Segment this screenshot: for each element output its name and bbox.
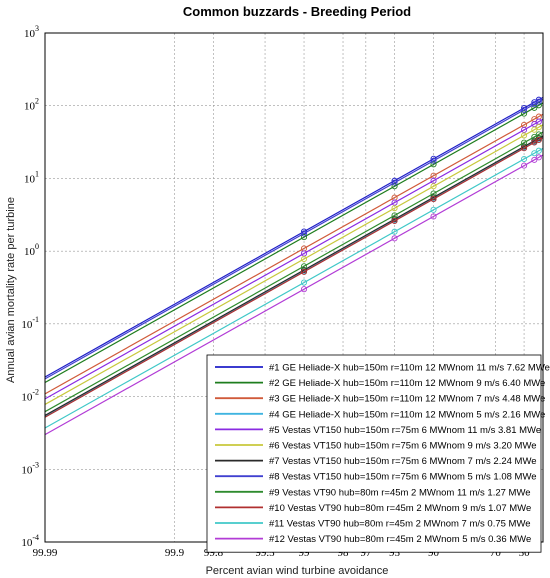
data-point: [531, 139, 538, 146]
series-line: [44, 124, 544, 405]
data-point: [430, 157, 437, 164]
legend-entry: #5 Vestas VT150 hub=150m r=75m 6 MWnom 1…: [269, 425, 541, 436]
series-8: [44, 98, 544, 380]
legend-entry: #8 Vestas VT150 hub=150m r=75m 6 MWnom 5…: [269, 472, 537, 483]
y-tick-label: 101: [24, 169, 39, 185]
data-point: [391, 179, 398, 186]
data-point: [535, 98, 542, 105]
series-layer: [44, 96, 544, 436]
series-line: [44, 98, 544, 380]
data-point: [430, 213, 437, 220]
y-tick-label: 10-2: [21, 388, 39, 404]
data-point: [521, 106, 528, 113]
legend: #1 GE Heliade-X hub=150m r=110m 12 MWnom…: [206, 354, 550, 553]
data-point: [535, 136, 542, 144]
data-point: [300, 230, 308, 237]
legend-entry: #4 GE Heliade-X hub=150m r=110m 12 MWnom…: [269, 409, 545, 420]
legend-box: [206, 354, 542, 553]
legend-entry: #1 GE Heliade-X hub=150m r=110m 12 MWnom…: [269, 363, 550, 374]
data-point: [535, 147, 542, 154]
data-point: [531, 156, 538, 163]
legend-entry: #9 Vestas VT90 hub=80m r=45m 2 MWnom 11 …: [269, 487, 531, 498]
series-line: [44, 96, 544, 378]
y-tick-label: 100: [24, 242, 39, 258]
data-point: [300, 234, 308, 241]
y-axis-label: Annual avian mortality rate per turbine: [5, 197, 17, 383]
data-point: [521, 155, 528, 163]
series-10: [44, 136, 544, 418]
x-axis-label: Percent avian wind turbine avoidance: [206, 565, 389, 577]
data-point: [300, 286, 308, 293]
series-line: [44, 113, 544, 395]
data-point: [300, 279, 308, 286]
data-point: [531, 101, 538, 108]
y-tick-label: 103: [24, 24, 39, 40]
series-line: [44, 102, 544, 384]
data-point: [535, 124, 542, 131]
x-tick-label: 97: [360, 547, 372, 559]
series-12: [44, 154, 544, 436]
legend-entry: #6 Vestas VT150 hub=150m r=75m 6 MWnom 9…: [269, 441, 537, 452]
data-point: [521, 145, 528, 152]
data-point: [430, 196, 437, 203]
series-2: [44, 102, 544, 384]
series-line: [44, 131, 544, 413]
y-tick-label: 10-4: [21, 533, 39, 549]
series-line: [44, 137, 544, 418]
data-point: [391, 205, 398, 212]
data-point: [531, 150, 538, 157]
x-tick-label: 50: [519, 547, 531, 559]
data-point: [300, 255, 308, 263]
data-point: [521, 132, 528, 139]
y-tick-label: 102: [24, 97, 39, 113]
series-line: [44, 154, 544, 436]
data-point: [521, 162, 528, 169]
data-point: [430, 161, 437, 168]
data-point: [391, 217, 398, 225]
x-tick-label: 95: [389, 547, 401, 559]
data-point: [391, 228, 398, 235]
legend-entry: #11 Vestas VT90 hub=80m r=45m 2 MWnom 7 …: [269, 519, 531, 530]
x-tick-label: 98: [338, 547, 350, 559]
series-3: [44, 113, 544, 395]
y-tick-label: 10-3: [21, 460, 39, 476]
x-tick-label: 99.9: [165, 547, 185, 559]
legend-entry: #3 GE Heliade-X hub=150m r=110m 12 MWnom…: [269, 394, 545, 405]
data-point: [521, 110, 528, 117]
x-tick-label: 99: [299, 547, 311, 559]
series-line: [44, 147, 544, 429]
data-point: [535, 154, 542, 161]
series-1: [44, 96, 544, 378]
data-point: [430, 183, 437, 190]
legend-entry: #12 Vestas VT90 hub=80m r=45m 2 MWnom 5 …: [269, 534, 531, 545]
data-point: [531, 104, 538, 111]
x-tick-label: 70: [490, 547, 502, 559]
data-point: [391, 235, 398, 242]
legend-entry: #2 GE Heliade-X hub=150m r=110m 12 MWnom…: [269, 378, 545, 389]
legend-entry: #10 Vestas VT90 hub=80m r=45m 2 MWnom 9 …: [269, 503, 531, 514]
data-point: [535, 102, 542, 109]
legend-entry: #7 Vestas VT150 hub=150m r=75m 6 MWnom 7…: [269, 456, 537, 467]
data-point: [300, 268, 308, 275]
series-6: [44, 124, 544, 405]
x-tick-label: 99.99: [33, 547, 58, 559]
y-tick-label: 10-1: [21, 315, 39, 331]
data-point: [391, 183, 398, 190]
data-point: [430, 206, 437, 213]
x-tick-label: 90: [428, 547, 440, 559]
series-line: [44, 135, 544, 416]
chart-title: Common buzzards - Breeding Period: [183, 4, 411, 19]
series-line: [44, 118, 544, 400]
series-11: [44, 147, 544, 429]
data-point: [531, 126, 538, 133]
